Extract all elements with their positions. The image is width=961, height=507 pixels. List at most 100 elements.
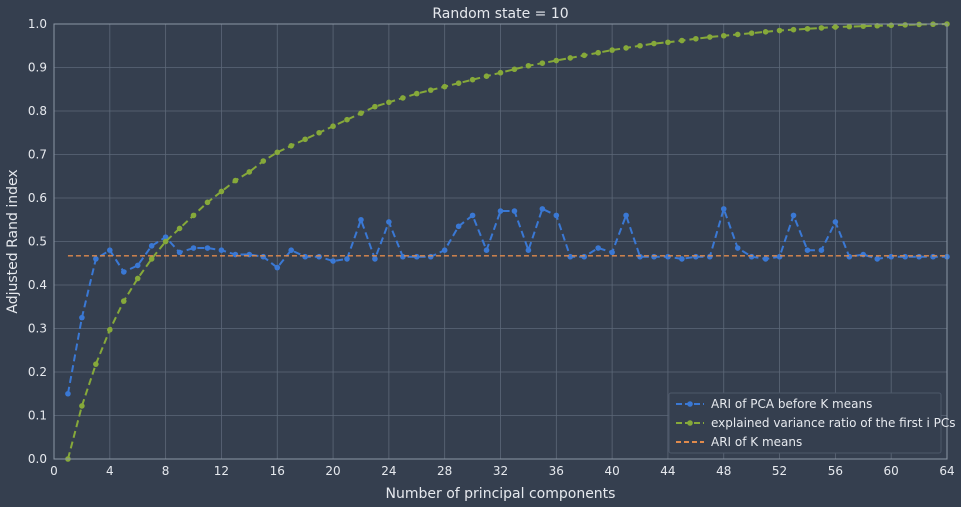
series-1-point [469,76,476,83]
series-0-point [204,245,211,251]
series-0-point [818,247,825,253]
series-0-point [776,253,783,260]
series-0-point [386,219,392,225]
series-1-point [455,80,462,86]
series-0-point [400,253,406,260]
series-0-point [469,212,476,219]
series-0-point [176,249,183,256]
series-0-point [344,256,350,262]
series-1-point [511,66,518,73]
series-1-point [483,73,490,79]
series-0-point [748,253,755,260]
series-0-point [693,253,699,260]
series-0-point [762,256,769,262]
series-1-point [246,169,253,175]
x-tick-label: 40 [604,464,619,478]
series-1-point [427,87,434,93]
y-tick-label: 0.7 [28,148,47,162]
series-1-point [274,149,281,156]
x-tick-label: 8 [162,464,170,478]
series-0-point [539,206,546,212]
series-1-point [748,30,755,36]
series-0-point [902,253,908,260]
series-0-point [581,253,588,260]
series-0-point [483,247,490,253]
y-tick-label: 0.0 [28,452,47,466]
series-layer [65,21,950,462]
y-tick-label: 0.3 [28,322,47,336]
series-0-point [888,253,894,260]
series-0-point [679,256,685,262]
y-tick-label: 0.6 [28,191,47,205]
x-tick-label: 16 [270,464,285,478]
series-0-point [567,253,574,260]
series-1-point [400,95,406,101]
series-0-point [525,247,532,253]
plot-frame [53,23,948,460]
legend: ARI of PCA before K means explained varia… [668,392,955,454]
series-line-1 [66,23,948,460]
y-tick-label: 0.9 [28,61,47,75]
series-1-point [581,52,588,59]
x-tick-label: 4 [106,464,114,478]
series-0-point [790,212,797,219]
series-1-point [693,35,699,42]
tick-labels: 0 4 8 12 16 20 24 28 32 36 40 44 48 52 56 60 640.00.10.2… [28,17,955,478]
series-0-point [637,253,643,260]
series-0-point [288,247,295,253]
y-axis-label: Adjusted Rand index [5,169,21,313]
series-0-point [441,247,448,253]
y-tick-label: 0.2 [28,365,47,379]
series-0-point [65,390,71,397]
series-0-point [623,212,629,219]
series-0-point [651,253,657,260]
series-1-point [804,25,811,32]
series-1-point [190,212,197,219]
series-0-point [190,245,197,251]
series-1-point [525,62,532,69]
legend-label-1: explained variance ratio of the first i … [711,416,955,430]
series-1-point [120,298,127,304]
legend-items: ARI of PCA before K means explained varia… [676,397,955,449]
series-1-point [93,361,99,367]
series-0-point [413,253,420,260]
series-1-point [302,136,308,143]
y-tick-label: 0.4 [28,278,47,292]
series-0-point [372,256,378,262]
series-1-point [162,238,169,245]
series-0-point [720,206,727,212]
legend-box [668,392,942,454]
series-1-point [386,99,392,106]
series-1-point [441,83,448,90]
series-1-point [832,24,839,30]
x-axis-label: Number of principal components [386,486,616,502]
series-1-point [595,49,601,56]
x-tick-label: 12 [214,464,229,478]
series-1-point [79,403,85,409]
x-tick-label: 20 [325,464,340,478]
series-1-point [706,34,713,40]
legend-marker-1 [687,420,693,426]
series-1-point [665,39,671,46]
series-1-point [497,69,504,76]
series-1-point [679,37,685,44]
series-0-point [455,223,462,230]
series-0-point [93,256,99,262]
series-1-point [204,199,211,206]
series-1-point [637,42,643,49]
x-tick-label: 64 [939,464,954,478]
x-tick-label: 48 [716,464,731,478]
series-0-point [302,253,308,260]
x-tick-label: 32 [493,464,508,478]
series-0-point [79,314,85,321]
y-tick-label: 1.0 [28,17,47,31]
series-0-point [846,253,853,260]
series-0-point [497,208,504,214]
legend-label-2: ARI of K means [711,435,802,449]
series-0-point [260,253,267,260]
series-1-point [218,188,225,195]
series-1-point [902,22,908,28]
legend-label-0: ARI of PCA before K means [711,397,872,411]
x-tick-label: 52 [772,464,787,478]
